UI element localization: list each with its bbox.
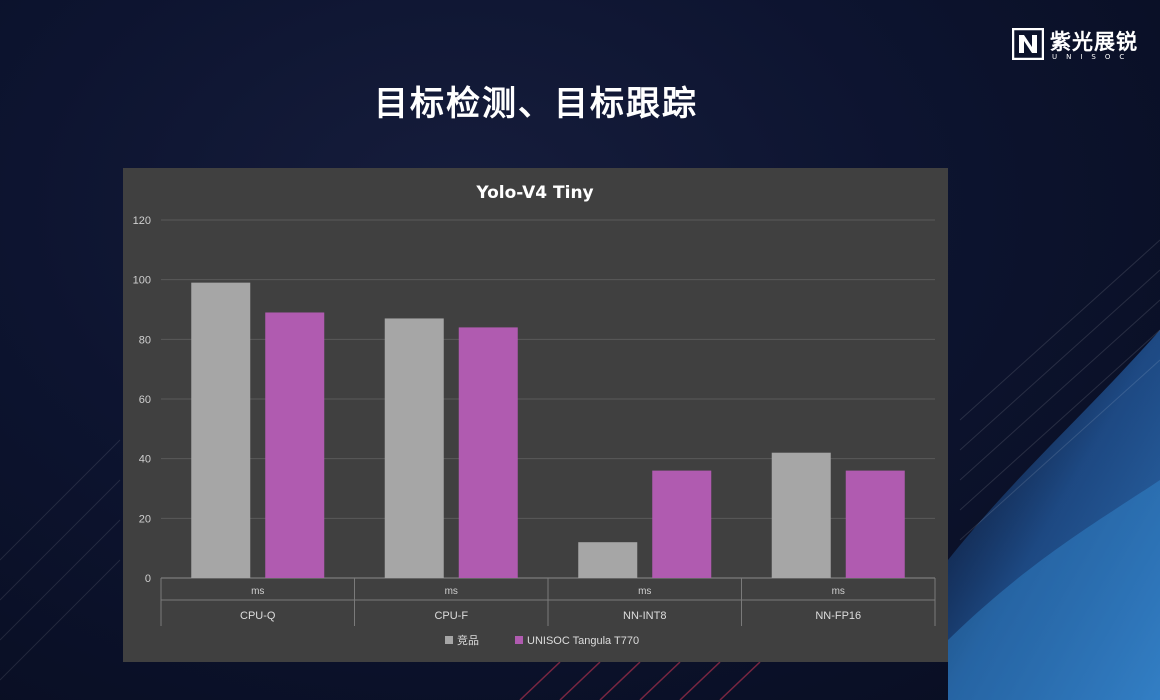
logo-sub: UNISOC <box>1052 53 1134 61</box>
bar-chart: Yolo-V4 Tiny 0 20 40 60 80 100 120 ms CPU-Q ms CPU-… <box>133 183 936 647</box>
x-unit-label: ms <box>445 586 458 597</box>
y-tick-label: 40 <box>139 454 151 466</box>
x-category-label: CPU-F <box>434 610 468 622</box>
x-category-label: CPU-Q <box>240 610 276 622</box>
bar <box>578 542 638 578</box>
chart-title: Yolo-V4 Tiny <box>475 183 593 203</box>
y-tick-label: 60 <box>139 394 151 406</box>
y-tick-label: 100 <box>133 275 151 287</box>
bar <box>845 470 905 578</box>
legend-swatch <box>445 636 453 644</box>
y-tick-label: 0 <box>145 573 151 585</box>
bar <box>265 312 325 578</box>
x-unit-label: ms <box>638 586 651 597</box>
page-title: 目标检测、目标跟踪 <box>374 84 698 124</box>
x-unit-label: ms <box>251 586 264 597</box>
bar <box>652 470 712 578</box>
legend-swatch <box>515 636 523 644</box>
y-tick-label: 120 <box>133 215 151 227</box>
x-category-label: NN-FP16 <box>815 610 861 622</box>
legend-label: 竞品 <box>457 633 479 647</box>
x-unit-label: ms <box>832 586 845 597</box>
unisoc-logo: 紫光展锐 UNISOC <box>1012 26 1152 66</box>
legend-label: UNISOC Tangula T770 <box>527 635 639 647</box>
bar <box>384 318 444 578</box>
y-tick-label: 80 <box>139 334 151 346</box>
bar <box>191 282 251 578</box>
bar <box>458 327 518 578</box>
bar <box>771 452 831 578</box>
y-tick-label: 20 <box>139 513 151 525</box>
logo-name: 紫光展锐 <box>1050 30 1138 54</box>
unisoc-logo-icon <box>1012 28 1044 60</box>
chart-panel: Yolo-V4 Tiny 0 20 40 60 80 100 120 ms CPU-Q ms CPU-… <box>123 168 948 662</box>
x-category-label: NN-INT8 <box>623 610 666 622</box>
